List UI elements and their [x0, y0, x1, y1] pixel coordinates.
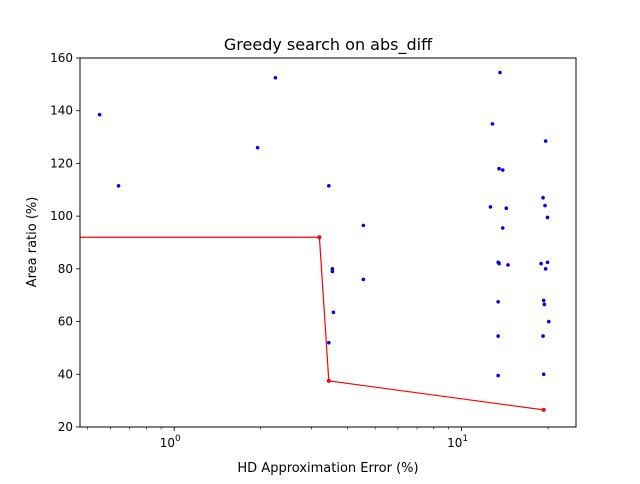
data-point — [327, 184, 331, 188]
data-point — [331, 310, 336, 315]
y-tick-label: 160 — [50, 51, 73, 65]
data-point — [361, 223, 366, 228]
x-tick-label: 101 — [447, 434, 468, 450]
data-point — [543, 139, 548, 143]
chart-title: Greedy search on abs_diff — [224, 35, 433, 55]
data-point — [488, 205, 493, 209]
data-point — [497, 166, 501, 171]
data-point — [116, 184, 121, 188]
y-tick-label: 140 — [50, 104, 73, 118]
data-point — [330, 269, 335, 274]
frontier-point — [326, 378, 331, 383]
frontier-point — [541, 407, 546, 412]
data-point — [361, 277, 366, 282]
data-point — [541, 334, 545, 338]
data-point — [506, 263, 510, 267]
data-point — [541, 195, 545, 200]
data-point — [543, 267, 548, 271]
data-point — [541, 372, 546, 377]
data-point — [541, 298, 546, 303]
data-point — [500, 168, 505, 172]
data-point — [546, 319, 551, 324]
data-point — [542, 302, 547, 307]
y-tick-label: 80 — [58, 262, 73, 276]
data-point — [327, 340, 331, 345]
data-point — [97, 112, 102, 117]
y-tick-label: 40 — [58, 367, 73, 381]
data-point — [255, 145, 260, 150]
y-tick-label: 60 — [58, 315, 73, 329]
data-point — [500, 226, 505, 230]
y-tick-label: 100 — [50, 209, 73, 223]
data-point — [545, 260, 550, 265]
x-tick-label: 100 — [160, 434, 181, 450]
data-point — [496, 300, 500, 304]
data-point — [496, 373, 500, 378]
frontier-line — [80, 236, 544, 411]
y-axis-label: Area ratio (%) — [25, 197, 40, 288]
x-axis-label: HD Approximation Error (%) — [237, 461, 418, 476]
data-point — [539, 261, 543, 266]
data-point — [497, 261, 501, 266]
data-point — [273, 75, 278, 80]
data-point — [498, 70, 502, 75]
data-point — [545, 215, 550, 220]
y-tick-label: 20 — [58, 420, 73, 434]
y-tick-label: 120 — [50, 156, 73, 170]
data-point — [496, 334, 500, 338]
frontier-point — [317, 235, 322, 240]
data-point — [504, 206, 509, 211]
data-point — [490, 122, 495, 126]
data-point — [330, 267, 335, 271]
plot-frame — [79, 57, 577, 428]
data-point — [543, 203, 547, 208]
